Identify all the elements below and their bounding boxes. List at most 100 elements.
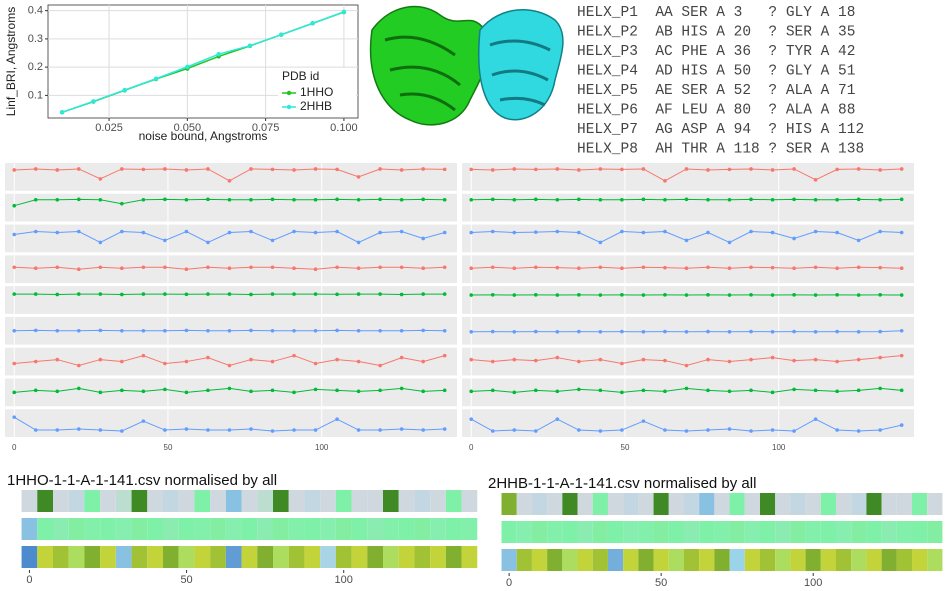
point: [227, 428, 232, 432]
point: [33, 428, 38, 432]
point: [813, 229, 818, 234]
strip-background: [5, 409, 457, 437]
point: [185, 64, 190, 70]
heat-cell: [320, 490, 336, 512]
point: [512, 390, 517, 395]
heat-cell: [414, 546, 431, 568]
point: [813, 265, 818, 270]
heat-cell: [805, 521, 821, 543]
point: [512, 329, 517, 334]
point: [313, 197, 318, 202]
point: [270, 328, 275, 333]
point: [399, 292, 404, 297]
heat-cell: [668, 493, 684, 515]
point: [356, 266, 361, 271]
point: [141, 167, 146, 172]
point: [555, 389, 560, 394]
point: [641, 167, 646, 171]
point: [206, 167, 210, 171]
point: [249, 427, 253, 431]
point: [490, 359, 495, 364]
point: [856, 293, 861, 297]
heat-cell: [430, 490, 446, 512]
point: [249, 167, 253, 171]
heat-cell: [577, 493, 593, 515]
heat-cell: [501, 493, 517, 515]
point: [249, 265, 253, 270]
point: [684, 429, 689, 433]
heat-cell: [668, 549, 684, 571]
point: [12, 203, 17, 208]
heat-cell: [623, 521, 639, 543]
heat-cell: [68, 518, 85, 540]
heat-cell: [84, 546, 101, 568]
point: [899, 230, 904, 235]
point: [76, 267, 81, 272]
point: [206, 328, 210, 333]
heat-cell: [531, 549, 548, 571]
heat-cell: [592, 549, 608, 571]
point: [141, 197, 146, 202]
point: [227, 386, 232, 391]
heat-cell: [194, 490, 211, 512]
point: [641, 265, 646, 270]
point: [749, 329, 753, 334]
point: [899, 388, 904, 393]
x-axis-label: noise bound, Angstroms: [139, 129, 268, 143]
point: [12, 232, 17, 237]
point: [55, 292, 60, 297]
x-tick-label: 50: [164, 443, 173, 452]
heat-cell: [790, 549, 806, 571]
point: [899, 197, 904, 202]
strip-background: [5, 224, 457, 253]
point: [249, 328, 253, 333]
point: [469, 167, 474, 172]
point: [292, 428, 296, 432]
point: [749, 388, 753, 393]
point: [33, 197, 38, 202]
heat-cell: [194, 546, 211, 568]
point: [598, 240, 603, 245]
point: [421, 328, 425, 333]
point: [91, 99, 96, 104]
point: [378, 230, 382, 235]
point: [749, 265, 753, 270]
point: [727, 197, 732, 202]
heat-cell: [147, 518, 163, 540]
point: [399, 386, 404, 391]
point: [533, 167, 538, 172]
point: [76, 167, 81, 171]
heat-cell: [304, 546, 321, 568]
point: [469, 389, 474, 394]
point: [813, 329, 818, 334]
heat-cell: [131, 518, 148, 540]
point: [813, 197, 818, 202]
point: [120, 429, 124, 433]
point: [12, 328, 17, 333]
point: [227, 230, 232, 235]
heat-cell: [163, 518, 179, 540]
point: [270, 265, 275, 270]
point: [835, 389, 839, 394]
heat-cell: [653, 549, 669, 571]
heat-cell: [461, 546, 478, 568]
heat-cell: [577, 521, 593, 543]
point: [533, 429, 538, 433]
point: [684, 363, 689, 368]
point: [227, 363, 232, 368]
point: [12, 415, 17, 419]
point: [33, 266, 38, 271]
heat-cell: [531, 493, 548, 515]
heat-cell: [398, 546, 415, 568]
heat-cell: [516, 493, 532, 515]
point: [378, 428, 382, 432]
y-axis-label: Linf_BRI, Angstroms: [4, 7, 18, 116]
point: [749, 197, 753, 202]
point: [490, 429, 495, 433]
table-row: HELX_P2 AB HIS A 20 ? SER A 35: [577, 24, 855, 40]
heat-cell: [881, 549, 897, 571]
point: [33, 388, 38, 393]
strip-background: [462, 193, 914, 222]
point: [663, 293, 667, 297]
